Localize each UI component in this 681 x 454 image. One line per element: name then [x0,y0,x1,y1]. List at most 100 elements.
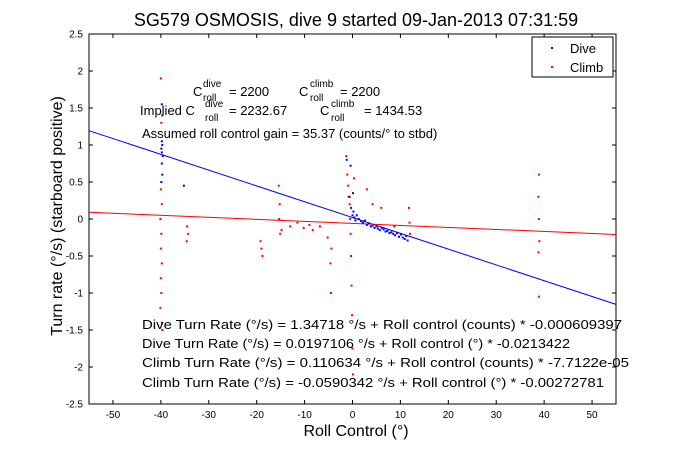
chart-title: SG579 OSMOSIS, dive 9 started 09-Jan-201… [134,10,578,30]
dive-point [160,140,163,143]
x-tick-label: -50 [106,410,121,421]
climb-point [350,255,353,257]
climb-point [279,232,282,235]
legend-dive-label: Dive [570,41,596,56]
dive-point [388,232,391,235]
dive-point [394,234,397,237]
climb-point [351,347,354,350]
legend-climb-marker [551,66,553,68]
climb-point [329,262,332,265]
dive-point [401,236,404,239]
climb-point [159,188,162,191]
implied-climb-sub: roll [331,113,344,124]
climb-point [537,218,540,220]
fit-equation-2: Dive Turn Rate (°/s) = 0.0197106 °/s + R… [142,337,570,351]
climb-point [351,373,354,376]
legend-box [531,36,614,78]
climb-point [185,240,188,243]
dive-point [384,230,387,233]
dive-point [160,181,163,183]
x-tick-label: 10 [395,410,407,421]
dive-point [160,103,163,106]
roll-gain-note: Assumed roll control gain = 35.37 (count… [142,126,437,141]
plot-area: -50 -40 -30 -20 -10 0 10 20 30 40 50-2.5-2-1.5-1-0… [66,30,617,421]
y-tick-label: -2.5 [66,400,84,411]
dive-point [369,225,372,228]
climb-point [349,232,352,235]
x-tick-label: -20 [249,410,264,421]
dive-point [351,214,354,217]
climb-point [537,173,540,176]
climb-point [537,195,540,198]
dive-point [367,222,370,225]
dive-point [355,214,358,217]
dive-point [373,226,376,229]
dive-point [160,151,163,154]
y-tick-label: -2 [74,363,83,374]
x-tick-label: 30 [491,410,503,421]
dive-point [371,224,374,227]
dive-point [399,233,402,236]
implied-climb-rhs: = 1434.53 [364,103,422,118]
y-tick-label: -0.5 [66,252,84,263]
climb-point [393,225,396,228]
dive-point [161,155,164,158]
dive-point [348,195,351,198]
climb-point [278,218,281,220]
c-dive-sup: dive [203,79,222,90]
x-axis-label: Roll Control (°) [303,423,408,440]
dive-point [161,114,164,117]
implied-dive-sup: dive [205,99,224,110]
climb-point [346,173,349,176]
axis-ticks: -50 -40 -30 -20 -10 0 10 20 30 40 50-2.5-2-1.5-1-0… [66,30,616,421]
dive-point [362,221,365,224]
dive-point [160,162,163,165]
dive-fit-line [88,130,617,305]
climb-point [160,121,163,124]
dive-point [357,218,360,220]
climb-point [160,203,163,206]
climb-point [318,225,321,228]
fit-equation-4: Climb Turn Rate (°/s) = -0.0590342 °/s +… [142,376,604,390]
climb-point [280,229,283,232]
climb-fit-line [88,211,617,235]
climb-point [329,292,332,294]
climb-point [187,232,190,235]
dive-point [354,219,357,222]
fit-lines [88,130,617,305]
climb-point [326,236,329,239]
x-tick-label: 40 [539,410,551,421]
climb-point [348,203,351,206]
dive-point [403,237,406,240]
implied-dive-rhs: = 2232.67 [229,103,287,118]
climb-point [351,314,354,317]
climb-point [160,321,163,324]
climb-point [330,247,333,250]
plot-frame [88,33,617,405]
plot-background [89,34,616,404]
dive-point [363,219,366,222]
legend-dive-marker [551,47,553,49]
climb-point [289,225,292,228]
climb-point [159,218,162,220]
x-tick-label: 20 [443,410,455,421]
y-tick-label: 1 [77,141,83,152]
dive-point [351,192,354,195]
dive-point [390,231,393,234]
climb-point [260,247,263,250]
y-tick-label: 2 [77,67,83,78]
dive-point [376,227,379,230]
climb-point [159,247,162,250]
implied-dive-sub: roll [205,113,218,124]
climb-point [160,262,163,265]
y-tick-label: 2.5 [69,30,83,41]
dive-point [382,228,385,231]
climb-point [352,177,355,180]
x-tick-label: 50 [586,410,598,421]
x-tick-label: -40 [154,410,169,421]
dive-point [375,225,378,228]
x-tick-label: -10 [297,410,312,421]
c-climb-sub: roll [310,93,323,104]
dive-point [345,158,348,161]
